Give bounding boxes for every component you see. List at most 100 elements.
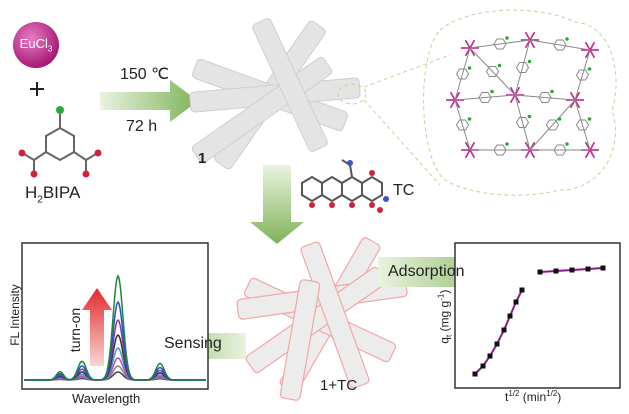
eu-node-bond (509, 94, 516, 104)
linker-bond (469, 39, 531, 49)
tc-label: TC (393, 182, 415, 199)
crystal-structure (446, 31, 599, 159)
chlorine-atom (565, 142, 569, 146)
eu-node-bond (589, 49, 596, 59)
eu-node-bond (589, 41, 596, 51)
kinetics-point (501, 327, 507, 333)
linker-bond (514, 94, 531, 151)
mof-label: 1 (198, 150, 207, 167)
chlorine-atom (505, 142, 509, 146)
time-label: 72 h (126, 118, 158, 135)
kinetics-point (553, 268, 559, 274)
eucl3-sphere (13, 22, 59, 68)
linker-bond (514, 94, 576, 101)
fl-ylabel: FL Intensity (8, 284, 22, 346)
linker-bond (469, 47, 516, 96)
chlorine-atom (467, 117, 472, 121)
eu-node-bond (569, 91, 576, 101)
fl-spectrum-curve (24, 274, 206, 381)
eu-node-bond (469, 39, 476, 49)
linker-bond (454, 94, 516, 101)
turn-on-arrow (82, 288, 112, 366)
kinetics-plot-frame (454, 242, 621, 389)
linker-ring (515, 117, 530, 128)
eu-node-bond (589, 141, 596, 151)
chlorine-atom (557, 117, 562, 121)
eu-node-bond (469, 149, 476, 159)
chlorine-atom (527, 114, 532, 119)
chlorine-atom (587, 67, 592, 71)
chlorine-atom (565, 37, 569, 41)
kinetics-point (585, 266, 591, 272)
eu-node-bond (584, 41, 591, 51)
eu-node-bond (524, 31, 531, 41)
linker-ring (455, 68, 470, 80)
chlorine-atom (550, 89, 554, 94)
linker-ring (478, 92, 492, 103)
linker-ring (553, 144, 567, 156)
sensing-label: Sensing (164, 335, 222, 352)
eu-node-bond (524, 149, 531, 159)
linker-ring (455, 119, 470, 131)
linker-ring (485, 66, 500, 77)
linker-ring (515, 62, 530, 73)
eu-node-bond (584, 149, 591, 159)
chlorine-atom (497, 63, 502, 68)
tc-molecule (301, 159, 389, 213)
chlorine-atom (490, 89, 494, 94)
linker-bond (529, 39, 591, 51)
kinetics-point (507, 313, 513, 319)
ligand-molecule (18, 106, 102, 178)
mof-rods (189, 18, 361, 170)
fl-spectra (24, 274, 206, 381)
linker-bond (574, 99, 591, 151)
eu-node-bond (589, 149, 596, 159)
kinetics-ylabel: qt (mg g-1) (436, 289, 454, 344)
linker-bond (529, 99, 576, 151)
eu-node-bond (449, 91, 456, 101)
chlorine-atom (587, 117, 592, 121)
linker-ring (538, 92, 552, 103)
eu-node-bond (529, 31, 536, 41)
eucl3-label: EuCl3 (19, 36, 53, 54)
kinetics-xlabel: t1/2 (min1/2) (505, 389, 562, 404)
kinetics-data (472, 265, 606, 377)
ligand-label: H2BIPA (25, 183, 81, 206)
kinetics-point (494, 341, 500, 347)
kinetics-point (472, 371, 478, 377)
turn-on-label: turn-on (67, 307, 83, 353)
adsorption-label: Adsorption (388, 263, 465, 280)
chlorine-atom (527, 59, 532, 64)
composite-label: 1+TC (320, 377, 358, 394)
eu-node-bond (449, 99, 456, 109)
kinetics-point (513, 299, 519, 305)
linker-ring (575, 119, 590, 131)
chlorine-atom (467, 66, 472, 70)
linker-bond (454, 99, 471, 151)
linker-bond (574, 49, 591, 101)
linker-ring (575, 69, 590, 81)
kinetics-point (569, 267, 575, 273)
linker-ring (493, 38, 507, 50)
eu-node-bond (464, 149, 471, 159)
kinetics-point (600, 265, 606, 271)
fl-xlabel: Wavelength (72, 391, 141, 406)
down-arrow (250, 165, 304, 244)
eu-node-bond (529, 149, 536, 159)
zoom-lines (337, 9, 617, 196)
linker-ring (493, 144, 507, 156)
kinetics-point (519, 287, 525, 293)
eu-node-bond (529, 39, 536, 49)
linker-bond (454, 47, 471, 101)
temperature-label: 150 ℃ (120, 66, 170, 83)
kinetics-point (480, 363, 486, 369)
eu-node-bond (464, 39, 471, 49)
eu-node-bond (469, 141, 476, 151)
chlorine-atom (505, 36, 509, 40)
synthesis-arrow (100, 80, 198, 122)
kinetics-point (487, 353, 493, 359)
linker-bond (514, 39, 531, 96)
linker-ring (553, 39, 567, 51)
plus-sign-icon (30, 82, 44, 96)
